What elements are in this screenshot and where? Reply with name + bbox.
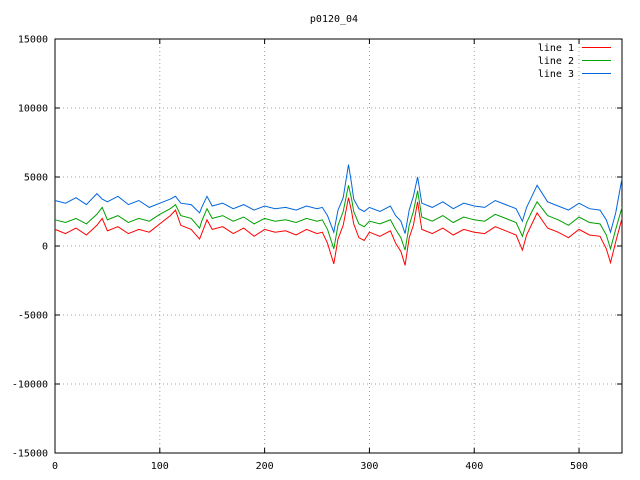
series-line-3	[54, 164, 623, 235]
tick-labels: 15000 10000 5000 0 -5000 -10000 -15000 0 100 200 3…	[12, 35, 588, 473]
y-tick-label: 5000	[24, 173, 48, 184]
legend-label-2: line 2	[538, 56, 574, 67]
x-tick-label: 200	[256, 461, 274, 472]
y-tick-label: -5000	[18, 311, 48, 322]
plot-area	[54, 164, 623, 266]
y-tick-label: 10000	[18, 104, 48, 115]
chart-title: p0120_04	[310, 14, 358, 25]
x-tick-label: 400	[465, 461, 483, 472]
y-tick-label: 0	[42, 242, 48, 253]
y-tick-label: -15000	[12, 449, 48, 460]
y-tick-label: 15000	[18, 35, 48, 46]
series-line-2	[54, 185, 623, 251]
legend-label-1: line 1	[538, 43, 574, 54]
legend-label-3: line 3	[538, 69, 574, 80]
x-tick-label: 0	[52, 461, 58, 472]
plot-frame	[54, 38, 623, 454]
y-tick-label: -10000	[12, 380, 48, 391]
x-tick-label: 500	[570, 461, 588, 472]
grid	[55, 39, 622, 453]
x-tick-label: 100	[151, 461, 169, 472]
x-tick-label: 300	[360, 461, 378, 472]
series-line-1	[54, 197, 623, 266]
legend: line 1 line 2 line 3	[538, 43, 611, 80]
axes	[54, 38, 623, 454]
